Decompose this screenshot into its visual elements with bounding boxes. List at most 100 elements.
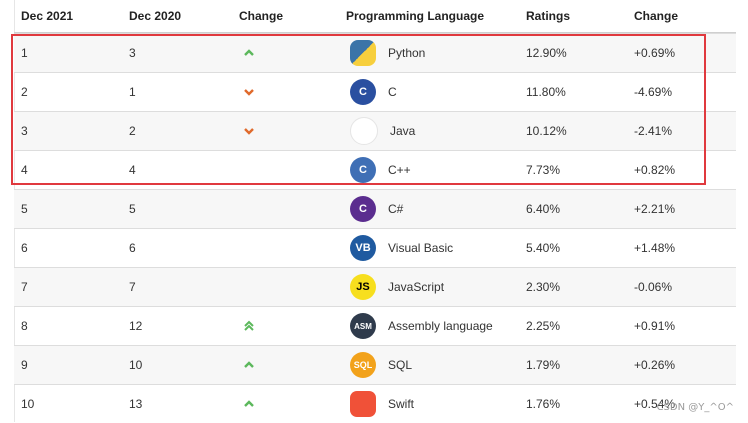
- csdn-watermark: CSDN @Y_^O^: [656, 402, 734, 413]
- language-name[interactable]: Assembly language: [388, 319, 493, 333]
- cpp-logo-icon: C: [350, 157, 376, 183]
- rating-value: 1.79%: [526, 358, 561, 372]
- rank-current: 10: [21, 397, 35, 411]
- header-rating-change[interactable]: Change: [634, 9, 679, 23]
- language-cell: C C#: [346, 190, 403, 228]
- trend-double-up-icon: [243, 320, 255, 332]
- rank-current: 1: [21, 46, 28, 60]
- table-row[interactable]: 9 10 SQL SQL 1.79% +0.26%: [14, 345, 736, 384]
- rating-value: 2.30%: [526, 280, 561, 294]
- language-name[interactable]: Visual Basic: [388, 241, 454, 255]
- rank-previous: 12: [129, 319, 143, 333]
- rank-current: 7: [21, 280, 28, 294]
- rank-current: 8: [21, 319, 28, 333]
- rating-value: 5.40%: [526, 241, 561, 255]
- rank-previous: 6: [129, 241, 136, 255]
- rank-previous: 10: [129, 358, 143, 372]
- header-ratings[interactable]: Ratings: [526, 9, 571, 23]
- rating-change: +0.82%: [634, 163, 676, 177]
- rating-change: +1.48%: [634, 241, 676, 255]
- rank-current: 6: [21, 241, 28, 255]
- rating-value: 12.90%: [526, 46, 567, 60]
- table-row[interactable]: 3 2 Java 10.12% -2.41%: [14, 111, 736, 150]
- rating-change: +0.54%: [634, 397, 676, 411]
- trend-up-icon: [243, 399, 255, 409]
- visual-basic-logo-icon: VB: [350, 235, 376, 261]
- trend-down-icon: [243, 87, 255, 97]
- table-row[interactable]: 2 1 C C 11.80% -4.69%: [14, 72, 736, 111]
- python-logo-icon: [350, 40, 376, 66]
- language-cell: C C++: [346, 151, 411, 189]
- language-name[interactable]: Java: [390, 124, 416, 138]
- language-cell: Python: [346, 34, 425, 72]
- rating-change: +0.26%: [634, 358, 676, 372]
- table-row[interactable]: 8 12 ASM Assembly language 2.25% +0.91%: [14, 306, 736, 345]
- trend-cell: [239, 112, 255, 150]
- rank-previous: 1: [129, 85, 136, 99]
- language-cell: Swift: [346, 385, 414, 423]
- csharp-logo-icon: C: [350, 196, 376, 222]
- tiobe-ranking-table: Dec 2021 Dec 2020 Change Programming Lan…: [14, 0, 736, 423]
- assembly-logo-icon: ASM: [350, 313, 376, 339]
- rank-current: 9: [21, 358, 28, 372]
- header-change[interactable]: Change: [239, 9, 284, 23]
- table-row[interactable]: 1 3 Python 12.90% +0.69%: [14, 33, 736, 72]
- language-cell: VB Visual Basic: [346, 229, 453, 267]
- javascript-logo-icon: JS: [350, 274, 376, 300]
- rating-value: 10.12%: [526, 124, 567, 138]
- rating-change: +0.91%: [634, 319, 676, 333]
- rank-current: 3: [21, 124, 28, 138]
- rank-previous: 5: [129, 202, 136, 216]
- rating-change: -4.69%: [634, 85, 673, 99]
- table-body: 1 3 Python 12.90% +0.69% 2 1 C C 11.80% -4.69% 3 2 Ja…: [14, 33, 736, 423]
- rating-value: 11.80%: [526, 85, 566, 99]
- language-name[interactable]: C: [388, 85, 397, 99]
- rank-previous: 2: [129, 124, 136, 138]
- java-logo-icon: [350, 117, 378, 145]
- rating-value: 7.73%: [526, 163, 561, 177]
- table-row[interactable]: 4 4 C C++ 7.73% +0.82%: [14, 150, 736, 189]
- table-row[interactable]: 7 7 JS JavaScript 2.30% -0.06%: [14, 267, 736, 306]
- trend-cell: [239, 385, 255, 423]
- rank-previous: 13: [129, 397, 143, 411]
- language-cell: Java: [346, 112, 415, 150]
- header-programming-language[interactable]: Programming Language: [346, 9, 485, 23]
- sql-logo-icon: SQL: [350, 352, 376, 378]
- trend-up-icon: [243, 360, 255, 370]
- trend-cell: [239, 346, 255, 384]
- rank-current: 4: [21, 163, 28, 177]
- rating-change: -0.06%: [634, 280, 673, 294]
- trend-down-icon: [243, 126, 255, 136]
- language-name[interactable]: C++: [388, 163, 411, 177]
- rank-previous: 3: [129, 46, 136, 60]
- rating-value: 6.40%: [526, 202, 561, 216]
- language-cell: ASM Assembly language: [346, 307, 493, 345]
- language-cell: JS JavaScript: [346, 268, 444, 306]
- swift-logo-icon: [350, 391, 376, 417]
- rating-value: 1.76%: [526, 397, 561, 411]
- language-cell: SQL SQL: [346, 346, 412, 384]
- header-dec-2021[interactable]: Dec 2021: [21, 9, 74, 23]
- rating-value: 2.25%: [526, 319, 561, 333]
- header-dec-2020[interactable]: Dec 2020: [129, 9, 182, 23]
- table-row[interactable]: 5 5 C C# 6.40% +2.21%: [14, 189, 736, 228]
- rating-change: +2.21%: [634, 202, 676, 216]
- rating-change: -2.41%: [634, 124, 673, 138]
- c-logo-icon: C: [350, 79, 376, 105]
- language-name[interactable]: C#: [388, 202, 404, 216]
- trend-cell: [239, 73, 255, 111]
- rank-previous: 7: [129, 280, 136, 294]
- table-header-row: Dec 2021 Dec 2020 Change Programming Lan…: [14, 0, 736, 33]
- rating-change: +0.69%: [634, 46, 676, 60]
- table-row[interactable]: 6 6 VB Visual Basic 5.40% +1.48%: [14, 228, 736, 267]
- language-name[interactable]: SQL: [388, 358, 413, 372]
- rank-previous: 4: [129, 163, 136, 177]
- trend-cell: [239, 34, 255, 72]
- table-row[interactable]: 10 13 Swift 1.76% +0.54%: [14, 384, 736, 423]
- language-name[interactable]: JavaScript: [388, 280, 445, 294]
- rank-current: 2: [21, 85, 28, 99]
- trend-up-icon: [243, 48, 255, 58]
- language-name[interactable]: Python: [388, 46, 426, 60]
- language-name[interactable]: Swift: [388, 397, 415, 411]
